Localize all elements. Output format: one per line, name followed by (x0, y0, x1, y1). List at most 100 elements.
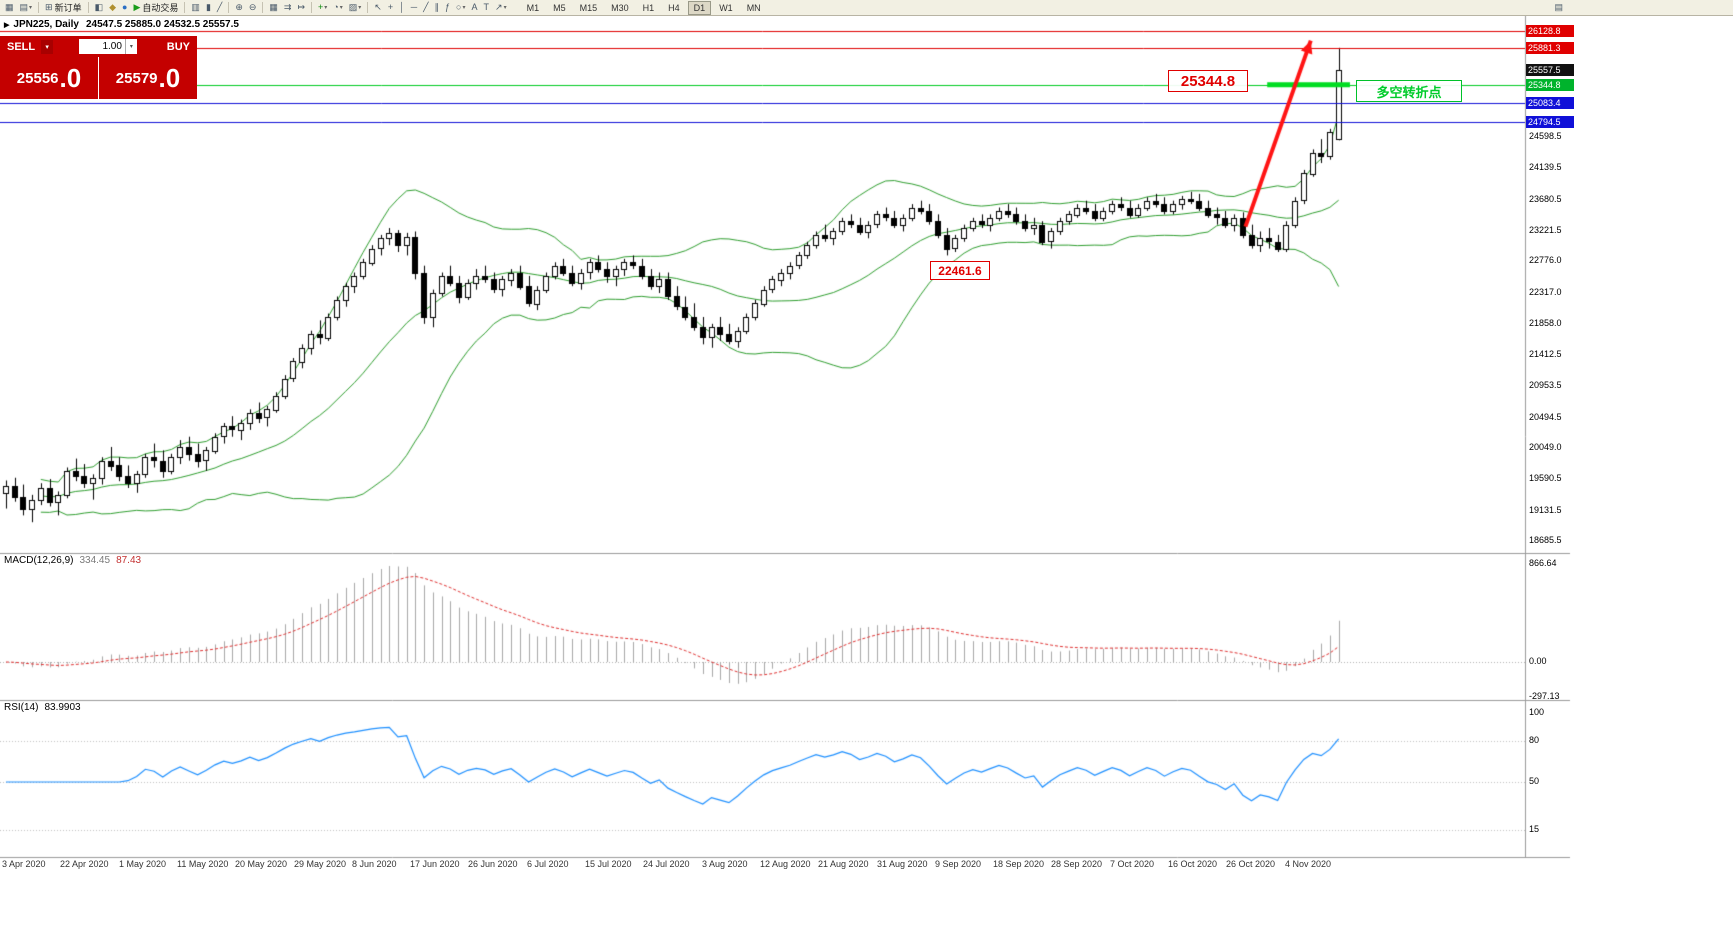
date-tick-label: 11 May 2020 (177, 859, 229, 869)
shapes-button[interactable]: ○ ▾ (454, 1, 467, 14)
price-tick-label: 21858.0 (1529, 318, 1562, 328)
rsi-title-text: RSI(14) (4, 702, 39, 713)
horizontal-line-button[interactable]: ─ (409, 1, 419, 14)
text-label-icon: T (483, 2, 490, 12)
new-order-label: 新订单 (54, 3, 82, 13)
price-tag-26128-8: 26128.8 (1526, 25, 1574, 37)
timeframe-mn-button[interactable]: MN (746, 2, 761, 13)
turning-point-note[interactable]: 多空转折点 (1356, 80, 1462, 102)
chart-docking-icon: ▤ (1554, 2, 1563, 12)
macd-signal-value: 87.43 (116, 555, 142, 566)
indicators-caret-icon[interactable]: ▾ (324, 5, 328, 11)
price-tick-label: 19590.5 (1529, 473, 1562, 483)
profiles-button[interactable]: ▤ ▾ (18, 1, 35, 14)
price-level-annotation-25344[interactable]: 25344.8 (1168, 70, 1248, 92)
zoom-in-icon: ⊕ (235, 2, 243, 12)
macd-axis-label: -297.13 (1529, 691, 1560, 701)
rsi-indicator-label: RSI(14) 83.9903 (4, 702, 81, 713)
new-chart-button[interactable]: ▦ (3, 1, 16, 14)
cursor-button[interactable]: ↖ (372, 1, 384, 14)
shapes-caret-icon[interactable]: ▾ (462, 5, 466, 11)
timeframe-w1-button[interactable]: W1 (719, 2, 733, 13)
auto-trading-icon: ▶ (133, 2, 141, 12)
timeframe-switcher: M1 M5 M15 M30 H1 H4 D1 W1 MN (520, 0, 768, 15)
date-tick-label: 3 Aug 2020 (702, 859, 748, 869)
auto-trading-button[interactable]: ▶ 自动交易 (131, 1, 180, 14)
horizontal-line-icon: ─ (410, 2, 418, 12)
trade-panel-header: SELL ▾ 1.00 ▾ BUY (0, 36, 197, 57)
vertical-line-button[interactable]: │ (397, 1, 407, 14)
templates-button[interactable]: ▨ ▾ (347, 1, 364, 14)
line-chart-icon: ╱ (216, 2, 223, 12)
date-tick-label: 8 Jun 2020 (352, 859, 397, 869)
alerts-button[interactable]: ◆ (107, 1, 118, 14)
price-tick-label: 20494.5 (1529, 412, 1562, 422)
sell-price-button[interactable]: 25556 .0 (0, 57, 98, 99)
text-icon: A (471, 2, 478, 12)
community-button[interactable]: ● (120, 1, 129, 14)
timeframe-m5-button[interactable]: M5 (553, 2, 566, 13)
fibonacci-button[interactable]: ƒ (443, 1, 452, 14)
periods-caret-icon[interactable]: ▾ (339, 5, 343, 11)
price-level-annotation-22461[interactable]: 22461.6 (930, 261, 990, 280)
sell-options-caret-icon[interactable]: ▾ (41, 39, 54, 54)
chart-docking-button[interactable]: ▤ (1552, 1, 1565, 14)
periods-button[interactable]: ◔ ▾ (331, 1, 344, 14)
timeframe-d1-button[interactable]: D1 (687, 0, 712, 15)
tile-windows-button[interactable]: ▦ (267, 1, 280, 14)
equidistant-channel-button[interactable]: ∥ (433, 1, 442, 14)
timeframe-m30-button[interactable]: M30 (611, 2, 629, 13)
new-order-button[interactable]: ⊞ 新订单 (43, 1, 84, 14)
price-tick-label: 19131.5 (1529, 505, 1562, 515)
ohlc-values: 24547.5 25885.0 24532.5 25557.5 (86, 19, 239, 30)
bar-chart-icon: ▥ (191, 2, 200, 12)
text-label-button[interactable]: T (482, 1, 492, 14)
rsi-axis-label: 50 (1529, 776, 1540, 786)
line-chart-button[interactable]: ╱ (215, 1, 224, 14)
crosshair-button[interactable]: + (386, 1, 395, 14)
chart-window-button[interactable]: ◧ (93, 1, 106, 14)
community-icon: ● (122, 2, 128, 12)
zoom-out-button[interactable]: ⊖ (247, 1, 259, 14)
date-tick-label: 24 Jul 2020 (643, 859, 690, 869)
buy-price-button[interactable]: 25579 .0 (99, 57, 197, 99)
lot-caret-icon[interactable]: ▾ (124, 39, 137, 54)
timeframe-h4-button[interactable]: H4 (668, 2, 680, 13)
zoom-out-icon: ⊖ (248, 2, 257, 12)
sell-price-main: 25556 (16, 69, 59, 87)
candlestick-chart-button[interactable]: ▮ (204, 1, 213, 14)
new-order-icon: ⊞ (45, 2, 53, 12)
price-tick-label: 24139.5 (1529, 162, 1562, 172)
timeframe-m15-button[interactable]: M15 (579, 2, 598, 13)
timeframe-m1-button[interactable]: M1 (526, 2, 540, 13)
timeframe-h1-button[interactable]: H1 (642, 2, 655, 13)
trendline-button[interactable]: ╱ (421, 1, 430, 14)
date-tick-label: 15 Jul 2020 (585, 859, 632, 869)
sell-button[interactable]: SELL (7, 40, 36, 53)
arrows-button[interactable]: ↗ ▾ (493, 1, 509, 14)
arrows-caret-icon[interactable]: ▾ (503, 5, 507, 11)
templates-caret-icon[interactable]: ▾ (358, 5, 362, 11)
date-tick-label: 4 Nov 2020 (1285, 859, 1332, 869)
date-tick-label: 1 May 2020 (119, 859, 167, 869)
date-tick-label: 17 Jun 2020 (410, 859, 460, 869)
rsi-axis-label: 100 (1529, 707, 1545, 717)
indicators-button[interactable]: + ▾ (316, 1, 329, 14)
zoom-in-button[interactable]: ⊕ (233, 1, 245, 14)
macd-axis-label: 0.00 (1529, 656, 1547, 666)
lot-size-input[interactable]: 1.00 ▾ (78, 39, 137, 54)
profiles-caret-icon[interactable]: ▾ (29, 5, 33, 11)
candlestick-chart-icon: ▮ (205, 2, 211, 12)
price-tag-25881-3: 25881.3 (1526, 42, 1574, 54)
text-button[interactable]: A (470, 1, 480, 14)
auto-scroll-button[interactable]: ⇉ (282, 1, 294, 14)
buy-button[interactable]: BUY (166, 40, 190, 53)
price-tick-label: 22317.0 (1529, 287, 1562, 297)
chart-shift-button[interactable]: ↦ (295, 1, 307, 14)
bar-marker-icon: ▶ (4, 21, 10, 29)
bar-chart-button[interactable]: ▥ (189, 1, 202, 14)
macd-indicator-label: MACD(12,26,9) 334.45 87.43 (4, 555, 141, 566)
rsi-axis-label: 80 (1529, 735, 1540, 745)
auto-scroll-icon: ⇉ (283, 2, 292, 12)
